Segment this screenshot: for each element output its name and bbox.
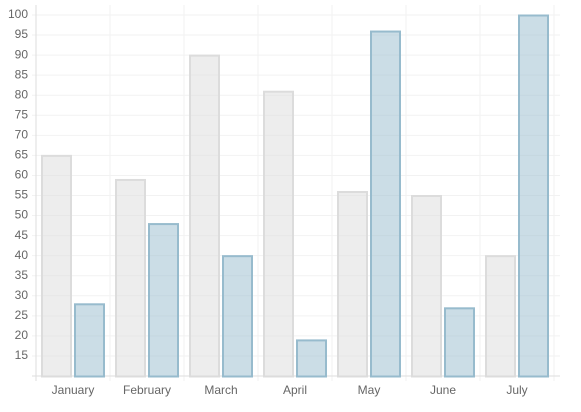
x-tick-label: May bbox=[358, 383, 381, 397]
bar bbox=[189, 54, 220, 378]
y-tick-label: 25 bbox=[15, 308, 29, 322]
bar bbox=[337, 190, 368, 378]
y-tick-label: 45 bbox=[15, 228, 29, 242]
bar bbox=[296, 339, 327, 378]
bar bbox=[518, 14, 549, 378]
bar bbox=[41, 154, 72, 378]
bar bbox=[74, 303, 105, 378]
y-tick-label: 40 bbox=[15, 248, 29, 262]
bar bbox=[263, 90, 294, 378]
bar bbox=[222, 255, 253, 378]
bar bbox=[411, 195, 442, 378]
y-tick-label: 15 bbox=[15, 348, 29, 362]
y-tick-label: 80 bbox=[15, 87, 29, 101]
y-tick-label: 65 bbox=[15, 148, 29, 162]
x-tick-label: January bbox=[52, 383, 95, 397]
x-tick-label: February bbox=[123, 383, 171, 397]
bar bbox=[148, 223, 179, 378]
y-tick-label: 90 bbox=[15, 47, 29, 61]
y-tick-label: 75 bbox=[15, 107, 29, 121]
bar bbox=[115, 178, 146, 378]
y-tick-label: 95 bbox=[15, 27, 29, 41]
bar bbox=[370, 30, 401, 378]
x-tick-label: March bbox=[204, 383, 237, 397]
x-tick-label: June bbox=[430, 383, 456, 397]
y-tick-label: 50 bbox=[15, 208, 29, 222]
x-tick-label: April bbox=[283, 383, 307, 397]
y-tick-label: 35 bbox=[15, 268, 29, 282]
y-tick-label: 70 bbox=[15, 128, 29, 142]
y-tick-label: 20 bbox=[15, 328, 29, 342]
y-tick-label: 30 bbox=[15, 288, 29, 302]
y-tick-label: 55 bbox=[15, 188, 29, 202]
bar bbox=[444, 307, 475, 378]
y-tick-label: 100 bbox=[8, 7, 28, 21]
x-tick-label: July bbox=[506, 383, 527, 397]
y-tick-label: 60 bbox=[15, 168, 29, 182]
y-tick-label: 85 bbox=[15, 67, 29, 81]
bar bbox=[485, 255, 516, 378]
